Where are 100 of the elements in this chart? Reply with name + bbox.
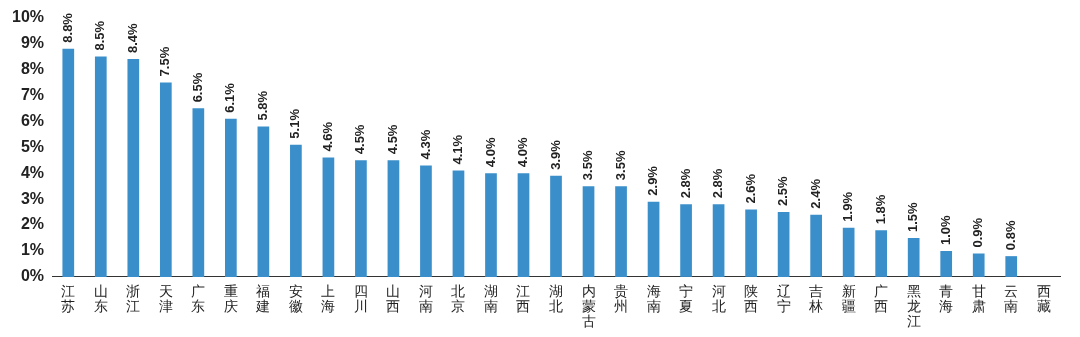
data-label: 2.5% bbox=[775, 176, 791, 207]
bar bbox=[875, 230, 888, 277]
x-tick-label: 福建 bbox=[255, 283, 271, 314]
x-tick-label: 甘肃 bbox=[971, 283, 986, 314]
bar bbox=[452, 170, 465, 277]
data-label: 2.9% bbox=[645, 165, 661, 196]
y-tick-label: 3% bbox=[20, 189, 45, 207]
data-label: 4.5% bbox=[385, 124, 401, 155]
x-tick-label: 黑龙江 bbox=[906, 283, 921, 329]
bar bbox=[712, 204, 725, 277]
bar bbox=[940, 250, 953, 277]
x-tick-label: 贵州 bbox=[614, 283, 629, 314]
bar bbox=[777, 212, 790, 277]
x-tick-label: 安徽 bbox=[288, 283, 303, 314]
bar bbox=[485, 173, 497, 277]
data-label: 1.5% bbox=[905, 201, 921, 233]
bar bbox=[94, 56, 107, 277]
data-label: 8.8% bbox=[59, 12, 75, 43]
y-tick-label: 0% bbox=[20, 267, 45, 285]
y-tick-label: 4% bbox=[20, 163, 45, 181]
bar bbox=[810, 214, 822, 277]
x-tick-label: 浙江 bbox=[126, 283, 141, 314]
data-label: 6.1% bbox=[222, 82, 238, 113]
bar bbox=[745, 209, 757, 277]
data-label: 1.8% bbox=[872, 194, 888, 225]
bar bbox=[290, 144, 302, 277]
x-tick-label: 青海 bbox=[939, 283, 954, 314]
bar bbox=[1005, 256, 1018, 277]
y-tick-label: 9% bbox=[20, 33, 45, 51]
data-label: 1.0% bbox=[937, 214, 953, 245]
x-tick-label: 江西 bbox=[516, 283, 531, 314]
x-tick-label: 海南 bbox=[646, 283, 661, 314]
data-label: 4.5% bbox=[352, 124, 368, 155]
bar bbox=[127, 59, 140, 277]
x-tick-label: 新疆 bbox=[841, 283, 856, 314]
bar bbox=[257, 126, 270, 277]
y-tick-label: 5% bbox=[20, 137, 45, 155]
bar bbox=[322, 157, 335, 277]
x-tick-label: 陕西 bbox=[744, 283, 759, 314]
data-label: 2.4% bbox=[807, 178, 823, 209]
data-label: 5.8% bbox=[254, 90, 270, 121]
x-tick-label: 吉林 bbox=[808, 283, 824, 314]
x-tick-label: 四川 bbox=[353, 283, 368, 314]
y-tick-label: 1% bbox=[20, 241, 45, 259]
bar bbox=[159, 82, 172, 277]
bar bbox=[420, 165, 432, 277]
data-label: 4.0% bbox=[482, 137, 498, 168]
x-tick-label: 广西 bbox=[874, 283, 889, 314]
data-label: 4.6% bbox=[319, 121, 335, 152]
data-label: 8.4% bbox=[124, 23, 140, 54]
bar bbox=[615, 186, 627, 277]
y-tick-label: 6% bbox=[20, 111, 45, 129]
data-label: 3.9% bbox=[547, 139, 563, 170]
data-label: 0.9% bbox=[970, 217, 986, 248]
y-tick-label: 10% bbox=[11, 8, 45, 26]
x-tick-label: 湖南 bbox=[483, 283, 498, 314]
x-tick-label: 内蒙古 bbox=[581, 283, 596, 329]
bar bbox=[680, 204, 692, 277]
x-tick-label: 云南 bbox=[1004, 283, 1019, 314]
bar bbox=[387, 160, 400, 277]
data-label: 6.5% bbox=[189, 72, 205, 103]
y-tick-label: 8% bbox=[20, 59, 45, 77]
bar bbox=[647, 201, 660, 277]
bar bbox=[225, 118, 237, 277]
x-tick-label: 山东 bbox=[93, 283, 108, 314]
bar bbox=[192, 108, 205, 277]
data-label: 4.0% bbox=[515, 137, 531, 168]
bar bbox=[517, 173, 530, 277]
data-label: 3.5% bbox=[580, 150, 596, 181]
bar bbox=[972, 253, 985, 277]
data-label: 0.8% bbox=[1002, 220, 1018, 251]
bar bbox=[550, 175, 562, 277]
x-tick-label: 北京 bbox=[451, 283, 466, 314]
x-tick-label: 江苏 bbox=[61, 283, 76, 314]
x-tick-label: 广东 bbox=[191, 283, 206, 314]
x-tick-label: 山西 bbox=[386, 283, 401, 314]
x-tick-label: 重庆 bbox=[223, 283, 238, 314]
y-tick-label: 2% bbox=[20, 215, 45, 233]
data-label: 2.6% bbox=[742, 173, 758, 204]
x-tick-label: 河北 bbox=[711, 283, 726, 314]
data-label: 8.5% bbox=[92, 20, 108, 51]
bar bbox=[62, 48, 75, 277]
data-label: 2.8% bbox=[710, 168, 726, 199]
x-tick-label: 天津 bbox=[158, 283, 173, 314]
data-label: 4.1% bbox=[450, 134, 466, 165]
x-tick-label: 上海 bbox=[321, 283, 336, 314]
y-tick-label: 7% bbox=[20, 85, 45, 103]
data-label: 2.8% bbox=[677, 168, 693, 199]
x-tick-label: 辽宁 bbox=[776, 283, 791, 314]
x-tick-label: 宁夏 bbox=[679, 283, 694, 314]
bar bbox=[582, 186, 595, 277]
bar bbox=[842, 227, 855, 277]
data-label: 4.3% bbox=[417, 129, 433, 160]
x-tick-label: 湖北 bbox=[549, 283, 564, 314]
bar bbox=[355, 160, 367, 277]
data-label: 5.1% bbox=[287, 108, 303, 139]
x-tick-label: 西藏 bbox=[1036, 283, 1051, 314]
bar bbox=[907, 238, 920, 277]
data-label: 7.5% bbox=[157, 46, 173, 77]
data-label: 3.5% bbox=[612, 150, 628, 181]
